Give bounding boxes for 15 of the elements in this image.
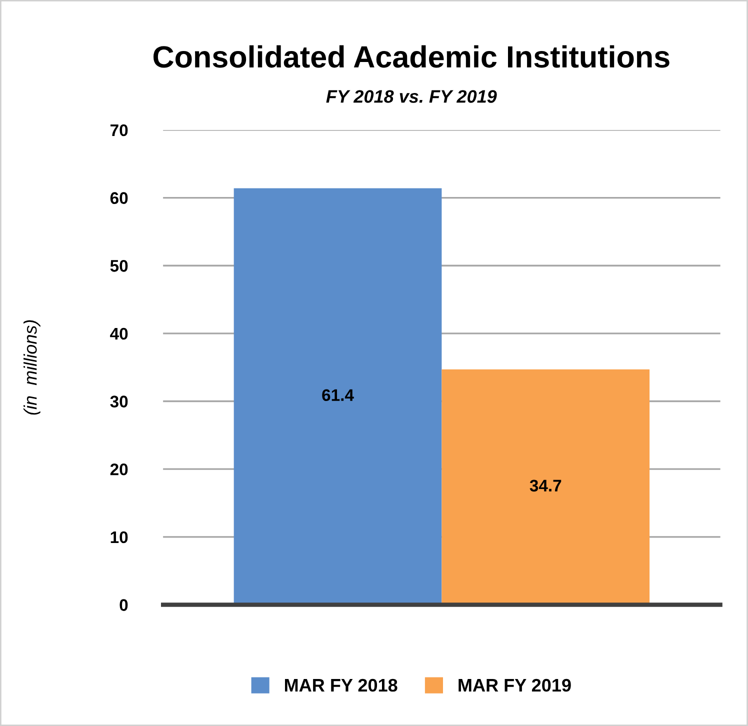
y-tick-label: 60 xyxy=(110,192,128,204)
legend-label: MAR FY 2019 xyxy=(458,678,571,692)
chart-subtitle: FY 2018 vs. FY 2019 xyxy=(326,90,497,103)
y-tick-label: 10 xyxy=(110,531,128,544)
y-tick-label: 20 xyxy=(110,464,128,476)
data-label: 61.4 xyxy=(322,389,354,401)
y-tick-label: 0 xyxy=(120,599,128,611)
y-tick-label: 70 xyxy=(110,124,128,136)
chart-title: Consolidated Academic Institutions xyxy=(153,45,670,68)
y-axis-title: (in millions) xyxy=(24,320,40,415)
y-tick-label: 40 xyxy=(110,328,128,340)
y-tick-label: 50 xyxy=(110,260,128,272)
legend-label: MAR FY 2018 xyxy=(284,678,398,692)
data-label: 34.7 xyxy=(530,480,562,492)
y-tick-label: 30 xyxy=(110,396,128,408)
